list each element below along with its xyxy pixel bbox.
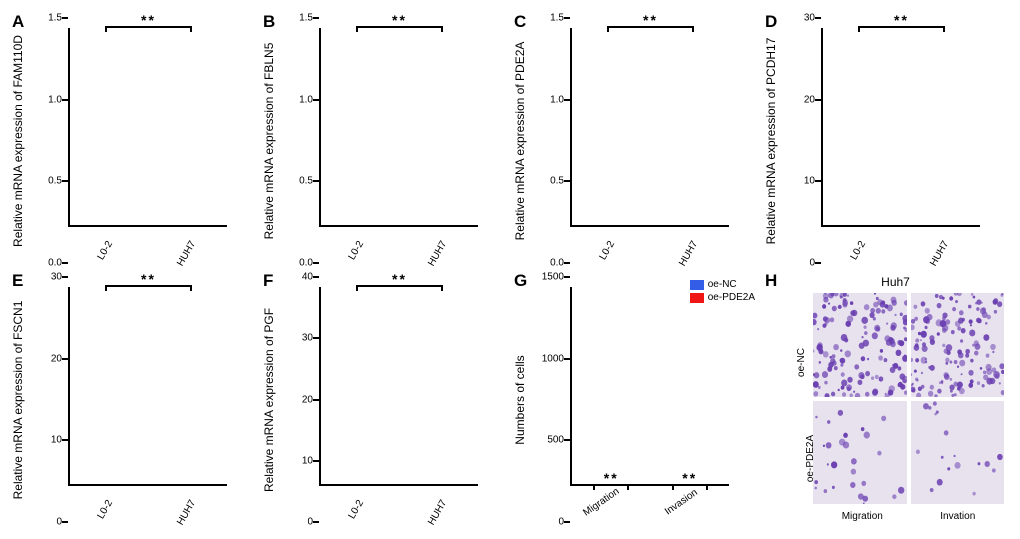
bar-chart: Relative mRNA expression of FBLN50.00.51…	[283, 18, 506, 263]
grouped-bar-chart: Numbers of cellsoe-NCoe-PDE2A05001000150…	[534, 277, 757, 522]
plot-area: **	[570, 28, 729, 227]
significance-bracket: **	[105, 26, 193, 32]
significance-label: **	[141, 12, 156, 28]
micrograph	[911, 293, 1005, 397]
col-label: Migration	[842, 511, 883, 522]
panel-letter: B	[263, 12, 275, 32]
y-tick-label: 20	[283, 394, 313, 405]
panel-title: Huh7	[881, 275, 910, 289]
significance-label: **	[392, 271, 407, 287]
micrograph	[911, 401, 1005, 505]
y-tick-label: 1.5	[534, 13, 564, 24]
panel-G: GNumbers of cellsoe-NCoe-PDE2A0500100015…	[514, 271, 757, 522]
y-tick-label: 30	[283, 333, 313, 344]
plot-area: **	[319, 28, 478, 227]
y-tick-label: 20	[32, 353, 62, 364]
y-tick-label: 0.0	[283, 258, 313, 269]
x-tick-label: L0-2	[346, 498, 385, 532]
significance-label: **	[682, 470, 697, 486]
x-tick-label: Invasion	[663, 487, 713, 536]
plot-area: ** **	[570, 287, 729, 486]
bar-chart: Relative mRNA expression of FSCN10102030…	[32, 277, 255, 522]
plot-area: **	[68, 287, 227, 486]
panel-letter: F	[263, 271, 273, 291]
bar-chart: Relative mRNA expression of PDE2A0.00.51…	[534, 18, 757, 263]
y-axis-label: Relative mRNA expression of FAM110D	[11, 35, 25, 247]
y-axis-label: Numbers of cells	[513, 355, 527, 444]
significance-label: **	[392, 12, 407, 28]
x-tick-label: HUH7	[426, 498, 469, 539]
plot-area: **	[319, 287, 478, 486]
x-tick-label: L0-2	[597, 239, 636, 273]
panel-letter: G	[514, 271, 527, 291]
significance-bracket: **	[607, 26, 695, 32]
x-tick-label: L0-2	[848, 239, 887, 273]
x-tick-label: L0-2	[95, 239, 134, 273]
panel-A: A Relative mRNA expression of FAM110D0.00…	[12, 12, 255, 263]
x-tick-label: L0-2	[346, 239, 385, 273]
significance-label: **	[141, 271, 156, 287]
plot-area: **	[821, 28, 980, 227]
y-tick-label: 40	[283, 272, 313, 283]
panel-H: HHuh7oe-NCoe-PDE2AMigrationInvation	[765, 271, 1008, 522]
y-tick-label: 10	[785, 176, 815, 187]
x-tick-label: Migration	[581, 486, 634, 537]
y-tick-label: 30	[32, 272, 62, 283]
micrograph	[813, 293, 907, 397]
panel-E: ERelative mRNA expression of FSCN1010203…	[12, 271, 255, 522]
y-axis-label: Relative mRNA expression of FBLN5	[262, 42, 276, 239]
y-tick-label: 1.0	[534, 94, 564, 105]
plot-area: **	[68, 28, 227, 227]
y-tick-label: 1.5	[32, 13, 62, 24]
bar-chart: Relative mRNA expression of PGF010203040…	[283, 277, 506, 522]
y-axis-label: Relative mRNA expression of PDE2A	[513, 41, 527, 240]
y-tick-label: 0	[32, 517, 62, 528]
y-tick-label: 0.5	[534, 176, 564, 187]
micrograph	[813, 401, 907, 505]
significance-bracket: **	[105, 285, 193, 291]
panel-letter: H	[765, 271, 777, 291]
bar-chart: Relative mRNA expression of PCDH17010203…	[785, 18, 1008, 263]
y-tick-label: 500	[534, 435, 564, 446]
y-tick-label: 1.0	[283, 94, 313, 105]
col-label: Invation	[940, 511, 975, 522]
micrograph-grid: Huh7oe-NCoe-PDE2AMigrationInvation	[783, 275, 1008, 522]
y-tick-label: 0	[283, 517, 313, 528]
panel-letter: E	[12, 271, 23, 291]
y-tick-label: 20	[785, 94, 815, 105]
significance-bracket: **	[356, 285, 444, 291]
panel-letter: C	[514, 12, 526, 32]
row-label: oe-NC	[796, 348, 807, 377]
significance-label: **	[604, 470, 619, 486]
panel-letter: A	[12, 12, 24, 32]
y-tick-label: 10	[32, 435, 62, 446]
panel-B: B Relative mRNA expression of FBLN50.00.5…	[263, 12, 506, 263]
y-axis-label: Relative mRNA expression of PCDH17	[764, 37, 778, 244]
significance-bracket: **	[356, 26, 444, 32]
y-tick-label: 0.0	[534, 258, 564, 269]
significance-bracket: **	[858, 26, 946, 32]
x-tick-label: L0-2	[95, 498, 134, 532]
y-tick-label: 1000	[534, 353, 564, 364]
panel-C: C Relative mRNA expression of PDE2A0.00.5…	[514, 12, 757, 263]
panel-D: DRelative mRNA expression of PCDH1701020…	[765, 12, 1008, 263]
y-tick-label: 0.5	[283, 176, 313, 187]
y-tick-label: 1500	[534, 272, 564, 283]
y-tick-label: 0	[785, 258, 815, 269]
bar-chart: Relative mRNA expression of FAM110D0.00.…	[32, 18, 255, 263]
significance-label: **	[894, 12, 909, 28]
x-tick-label: HUH7	[175, 498, 218, 539]
y-tick-label: 0	[534, 517, 564, 528]
significance-label: **	[643, 12, 658, 28]
y-axis-label: Relative mRNA expression of PGF	[262, 307, 276, 491]
y-tick-label: 30	[785, 13, 815, 24]
y-tick-label: 0.0	[32, 258, 62, 269]
panel-F: FRelative mRNA expression of PGF01020304…	[263, 271, 506, 522]
y-tick-label: 0.5	[32, 176, 62, 187]
y-tick-label: 10	[283, 455, 313, 466]
y-tick-label: 1.0	[32, 94, 62, 105]
panel-letter: D	[765, 12, 777, 32]
y-axis-label: Relative mRNA expression of FSCN1	[11, 300, 25, 499]
y-tick-label: 1.5	[283, 13, 313, 24]
